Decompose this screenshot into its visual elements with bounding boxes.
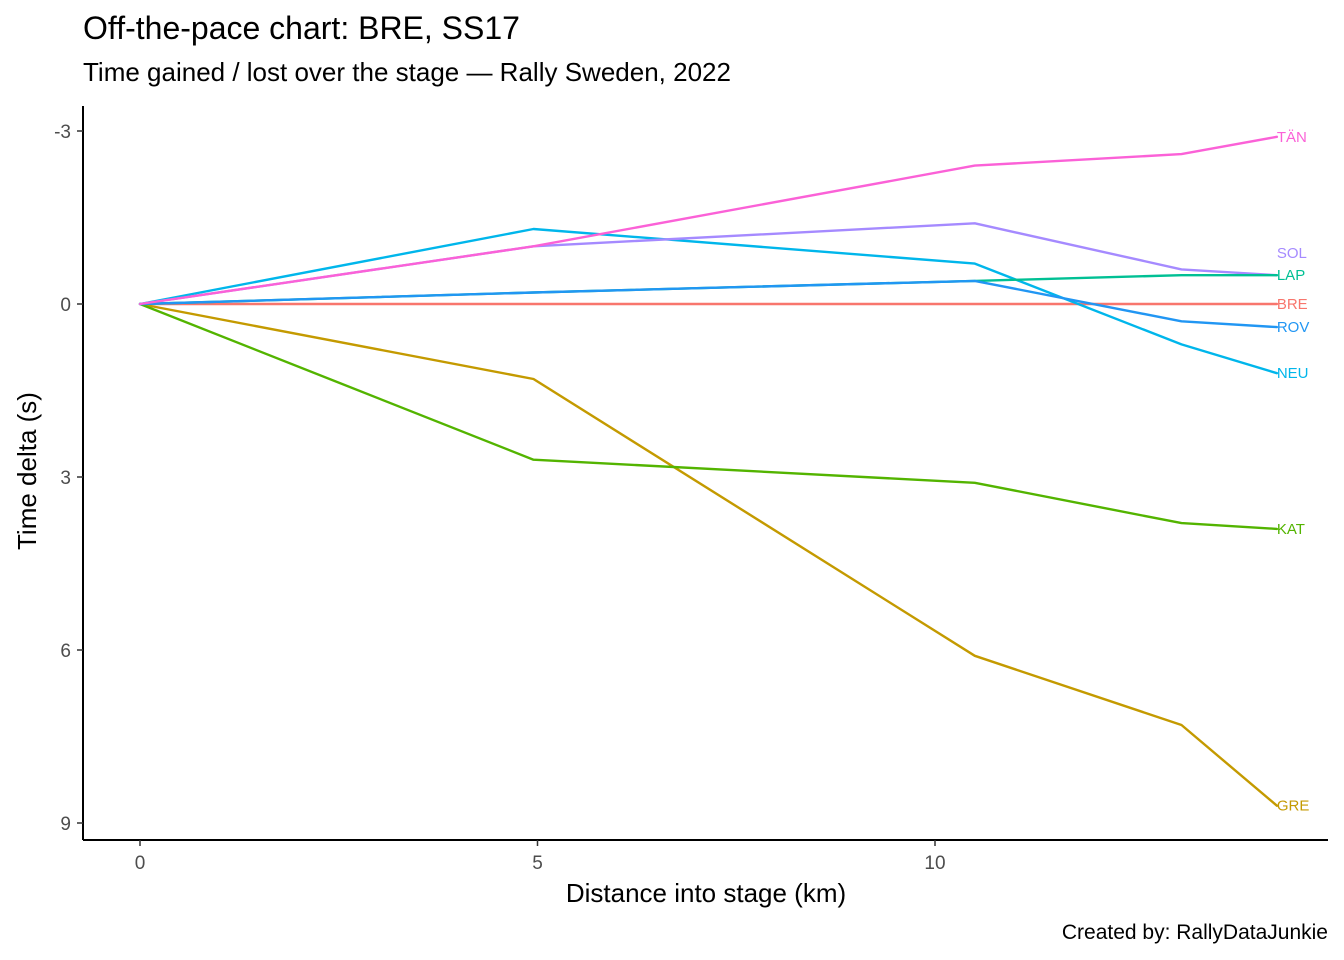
y-tick-label: -3 — [54, 122, 71, 143]
end-label-kat: KAT — [1277, 521, 1305, 538]
y-tick-label: 0 — [60, 295, 71, 316]
series-line-gre — [138, 302, 1279, 807]
axes-layer: -3 0 3 6 9 0 5 10 — [54, 106, 1328, 874]
chart-title: Off-the-pace chart: BRE, SS17 — [83, 10, 520, 46]
chart-subtitle: Time gained / lost over the stage — Rall… — [83, 57, 731, 87]
series-line-tän — [138, 135, 1279, 306]
x-tick-label: 10 — [924, 853, 945, 874]
series-line-rov — [138, 279, 1279, 329]
end-label-neu: NEU — [1277, 365, 1309, 382]
y-tick-label: 6 — [60, 641, 71, 662]
end-label-rov: ROV — [1277, 319, 1310, 336]
end-label-sol: SOL — [1277, 245, 1307, 262]
series-layer: BRE GRE KAT LAP NEU ROV SOL TÄN — [138, 129, 1310, 815]
series-line-neu — [138, 227, 1279, 375]
end-label-bre: BRE — [1277, 296, 1308, 313]
series-line-kat — [138, 302, 1279, 531]
series-line-sol — [138, 222, 1279, 306]
end-label-tän: TÄN — [1277, 129, 1307, 146]
y-tick-label: 9 — [60, 814, 71, 835]
y-tick-label: 3 — [60, 468, 71, 489]
y-axis-title: Time delta (s) — [12, 392, 42, 550]
x-tick-label: 5 — [532, 853, 543, 874]
x-axis-title: Distance into stage (km) — [566, 878, 846, 908]
end-label-lap: LAP — [1277, 267, 1305, 284]
x-tick-label: 0 — [135, 853, 146, 874]
end-label-gre: GRE — [1277, 798, 1310, 815]
chart-caption: Created by: RallyDataJunkie — [1061, 921, 1328, 944]
